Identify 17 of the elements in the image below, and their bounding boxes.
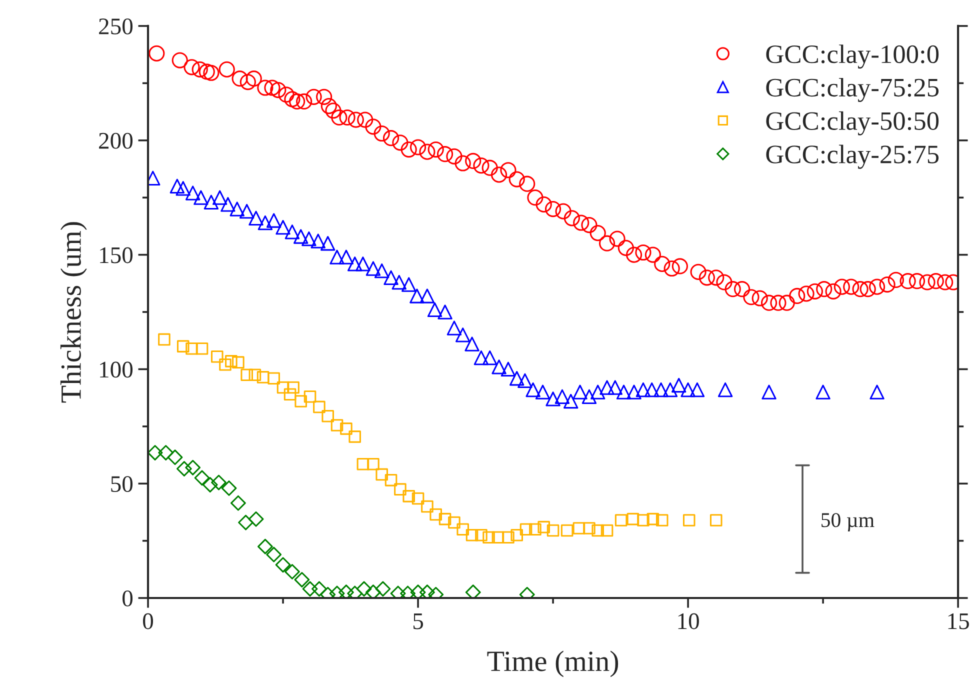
x-axis-title: Time (min): [487, 650, 618, 678]
x-tick-label: 10: [678, 613, 699, 630]
legend-label: GCC:clay-25:75: [766, 144, 939, 169]
y-tick-label: 150: [100, 247, 133, 264]
y-tick-label: 100: [100, 362, 133, 378]
x-tick-label: 15: [948, 613, 969, 630]
y-tick-label: 50: [111, 476, 133, 492]
y-axis-title: Thickness (um): [60, 222, 87, 403]
x-tick-label: 0: [143, 613, 154, 630]
y-tick-label: 200: [99, 132, 133, 149]
y-tick-label: 0: [122, 590, 133, 606]
legend-label: GCC:clay-50:50: [766, 111, 939, 136]
y-tick-label: 250: [99, 18, 133, 34]
legend-label: GCC:clay-75:25: [766, 78, 939, 102]
x-tick-label: 5: [413, 614, 424, 630]
legend-label: GCC:clay-100:0: [766, 44, 939, 69]
annotation: 50 µm: [822, 513, 874, 532]
